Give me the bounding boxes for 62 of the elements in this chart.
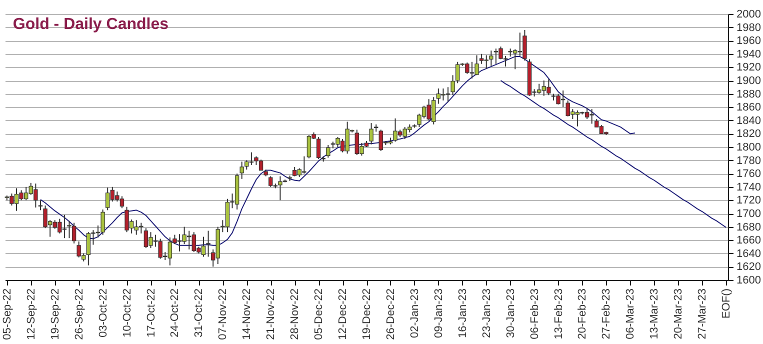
y-tick-label: 1660 (736, 234, 761, 247)
y-tick-label: 1920 (736, 62, 761, 74)
candlestick (316, 136, 321, 160)
y-tick-label: 1800 (736, 142, 761, 154)
y-tick-label: 1940 (736, 48, 761, 60)
y-tick-label: 1640 (736, 248, 761, 260)
y-tick-label: 1600 (736, 274, 761, 286)
x-tick-label: 28-Nov-22 (289, 288, 302, 340)
x-tick-label: 13-Mar-23 (648, 288, 661, 340)
x-tick-label: 06-Feb-23 (528, 288, 541, 340)
y-tick-label: 1980 (736, 22, 761, 34)
x-tick-label: 05-Dec-22 (313, 288, 326, 340)
y-tick-label: 1740 (736, 181, 761, 194)
candlestick (326, 144, 330, 158)
y-tick-label: 2000 (736, 8, 761, 20)
x-tick-label: 14-Nov-22 (241, 288, 254, 340)
x-tick-label: 12-Dec-22 (337, 288, 350, 340)
y-tick-label: 1860 (736, 102, 761, 114)
candlestick (38, 200, 43, 211)
x-tick-label: 31-Oct-22 (193, 288, 206, 338)
candlestick (206, 230, 210, 258)
x-tick-label: 07-Nov-22 (217, 288, 230, 340)
x-tick-label: EOF() (720, 288, 733, 318)
candlestick (240, 161, 244, 180)
x-tick-label: 16-Jan-23 (456, 288, 469, 338)
x-tick-label: 20-Mar-23 (672, 288, 685, 340)
x-tick-label: 26-Dec-22 (384, 288, 397, 340)
x-tick-label: 12-Sep-22 (25, 288, 38, 340)
x-tick-label: 17-Oct-22 (145, 288, 158, 338)
chart-title: Gold - Daily Candles (12, 16, 169, 33)
x-tick-label: 10-Oct-22 (121, 288, 134, 338)
y-tick-label: 1780 (736, 154, 761, 167)
y-tick-label: 1840 (736, 114, 761, 127)
y-tick-label: 1760 (736, 168, 761, 180)
x-tick-label: 21-Nov-22 (265, 288, 278, 340)
x-tick-label: 03-Oct-22 (97, 288, 110, 338)
y-tick-label: 1620 (736, 261, 761, 274)
x-tick-label: 27-Feb-23 (600, 288, 613, 340)
line-series (500, 80, 727, 228)
y-tick-label: 1700 (736, 208, 761, 220)
x-tick-label: 02-Jan-23 (408, 288, 421, 338)
candlestick (369, 122, 374, 145)
x-tick-label: 13-Feb-23 (552, 288, 565, 340)
y-tick-label: 1880 (736, 88, 761, 100)
candlestick (450, 74, 455, 96)
x-tick-label: 05-Sep-22 (1, 288, 14, 340)
y-tick-label: 1900 (736, 75, 761, 87)
candlestick (489, 50, 494, 66)
y-tick-label: 1820 (736, 128, 761, 140)
x-tick-label: 09-Jan-23 (432, 288, 445, 338)
x-tick-label: 19-Sep-22 (49, 288, 62, 340)
x-tick-label: 24-Oct-22 (169, 288, 182, 338)
y-tick-label: 1680 (736, 221, 761, 234)
x-tick-label: 19-Dec-22 (361, 288, 373, 340)
x-tick-label: 30-Jan-23 (504, 288, 517, 338)
x-tick-label: 27-Mar-23 (696, 288, 709, 340)
y-tick-label: 1720 (736, 194, 761, 207)
x-tick-label: 20-Feb-23 (576, 288, 589, 340)
x-tick-label: 06-Mar-23 (624, 288, 637, 340)
y-tick-label: 1960 (736, 35, 761, 48)
x-tick-label: 23-Jan-23 (480, 288, 493, 338)
x-tick-label: 26-Sep-22 (73, 288, 86, 340)
